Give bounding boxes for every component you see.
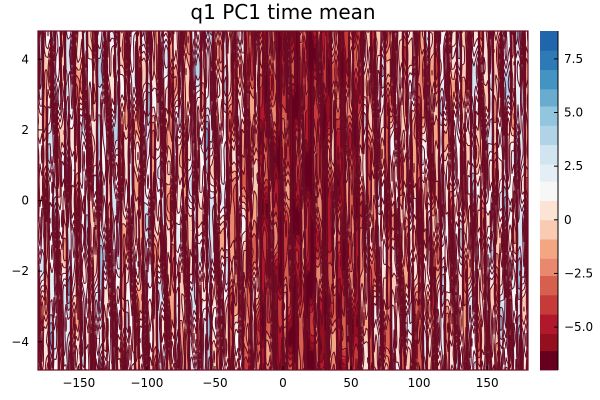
chart-title: q1 PC1 time mean — [190, 0, 375, 24]
